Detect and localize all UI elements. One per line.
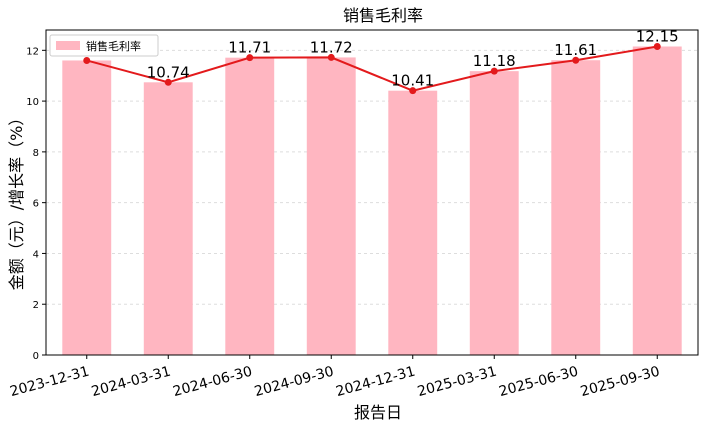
chart-title: 销售毛利率	[343, 6, 423, 25]
xtick-label: 2024-03-31	[90, 364, 173, 401]
ytick-label: 2	[33, 300, 39, 311]
xtick-label: 2024-06-30	[171, 364, 254, 401]
line-path	[86, 45, 658, 92]
line-series	[83, 43, 661, 95]
data-label: 10.41	[391, 72, 434, 90]
line-point	[83, 56, 91, 64]
data-label: 11.71	[228, 39, 271, 57]
xtick-label: 2025-09-30	[579, 364, 662, 401]
data-label: 11.72	[310, 38, 353, 56]
bar	[143, 82, 193, 355]
xtick-label: 2024-12-31	[334, 364, 417, 401]
xtick-label: 2023-12-31	[8, 364, 91, 401]
bar	[469, 71, 519, 355]
data-labels: 10.74 11.71 11.72 10.41 11.18 11.61 12.15	[147, 28, 679, 90]
xtick-label: 2024-09-30	[253, 364, 336, 401]
legend: 销售毛利率	[49, 34, 159, 57]
bar	[62, 60, 112, 355]
ytick-label: 10	[26, 97, 39, 108]
xtick-label: 2025-03-31	[416, 364, 499, 401]
plot-frame	[45, 29, 699, 356]
x-axis-label: 报告日	[354, 403, 402, 422]
legend-swatch-bar	[56, 41, 80, 50]
line-point	[409, 87, 417, 95]
bar	[388, 90, 438, 355]
data-label: 11.18	[473, 52, 516, 70]
y-axis-ticks: 0 2 4 6 8 10 12	[26, 46, 46, 362]
bar	[632, 46, 682, 355]
legend-label: 销售毛利率	[86, 39, 141, 53]
data-label: 10.74	[147, 63, 190, 81]
ytick-label: 6	[33, 199, 39, 210]
data-label: 12.15	[636, 28, 679, 46]
line-point	[490, 67, 498, 75]
line-point	[164, 78, 172, 86]
line-point	[653, 43, 661, 51]
ytick-label: 0	[33, 351, 39, 362]
xtick-label: 2025-06-30	[497, 364, 580, 401]
bar	[306, 57, 356, 355]
ytick-label: 4	[33, 249, 39, 260]
line-point	[572, 56, 580, 64]
line-point	[246, 54, 254, 62]
ytick-label: 8	[33, 148, 39, 159]
bar	[225, 57, 275, 355]
y-axis-label: 金额（元）/增长率（%）	[7, 110, 26, 291]
line-point	[327, 53, 335, 61]
bar-series	[62, 46, 682, 355]
bar	[551, 60, 601, 355]
legend-box	[49, 34, 159, 57]
x-axis-ticks: 2023-12-312024-03-312024-06-302024-09-30…	[8, 355, 662, 401]
data-label: 11.61	[554, 41, 597, 59]
ytick-label: 12	[26, 46, 39, 57]
